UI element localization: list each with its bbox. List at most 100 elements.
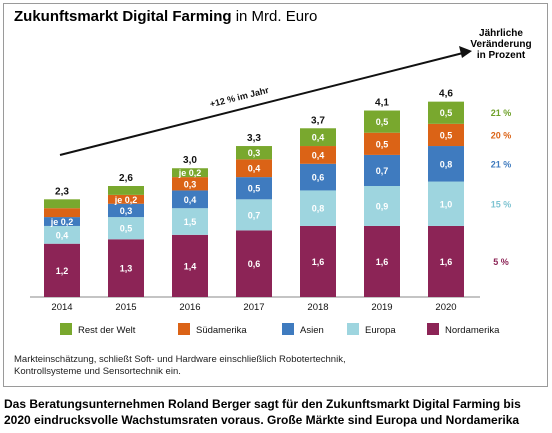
bar-value-label: 0,7 bbox=[248, 210, 261, 220]
x-tick-label: 2018 bbox=[307, 302, 328, 313]
bar-value-label: 1,3 bbox=[120, 264, 133, 274]
bar-value-label: je 0,2 bbox=[50, 217, 74, 227]
bar-segment-rest-der-welt-2019 bbox=[364, 110, 400, 133]
bar-segment-europa-2016 bbox=[172, 208, 208, 235]
bar-segment-asien-2014 bbox=[44, 217, 80, 226]
annual-change-value: 15 % bbox=[491, 199, 512, 209]
bar-segment-europa-2018 bbox=[300, 190, 336, 226]
annual-change-header-line-2: Veränderung bbox=[470, 39, 532, 50]
bar-value-label: 1,2 bbox=[56, 266, 69, 276]
bar-segment-rest-der-welt-2015 bbox=[108, 186, 144, 195]
bar-segment-rest-der-welt-2014 bbox=[44, 199, 80, 209]
bar-segment-asien-2016 bbox=[172, 190, 208, 209]
bar-value-label: 1,5 bbox=[184, 217, 197, 227]
x-tick-label: 2015 bbox=[115, 302, 136, 313]
legend-label: Nordamerika bbox=[445, 325, 500, 336]
bar-segment-nordamerika-2019 bbox=[364, 225, 400, 297]
annual-change-value: 21 % bbox=[491, 159, 512, 169]
bar-segment-europa-2014 bbox=[44, 225, 80, 244]
bar-segment-nordamerika-2016 bbox=[172, 234, 208, 297]
x-tick-label: 2016 bbox=[179, 302, 200, 313]
annual-change-header: Jährliche Veränderung in Prozent bbox=[456, 28, 546, 61]
bar-segment-europa-2020 bbox=[428, 181, 464, 226]
x-tick-label: 2019 bbox=[371, 302, 392, 313]
annual-change-header-line-3: in Prozent bbox=[476, 50, 526, 61]
bar-value-label: 0,7 bbox=[376, 166, 389, 176]
bar-value-label: 0,5 bbox=[248, 184, 261, 194]
bar-total-label: 3,7 bbox=[311, 115, 325, 126]
bar-value-label: 0,5 bbox=[376, 139, 389, 149]
bar-value-label: 0,9 bbox=[376, 201, 389, 211]
bar-value-label: 0,4 bbox=[56, 230, 69, 240]
bar-value-label: je 0,2 bbox=[178, 168, 202, 178]
trend-arrow-line bbox=[59, 52, 464, 156]
bar-total-label: 3,0 bbox=[183, 155, 197, 166]
bar-value-label: 0,5 bbox=[440, 108, 453, 118]
legend-swatch bbox=[60, 323, 72, 335]
bar-value-label: 0,4 bbox=[248, 164, 261, 174]
bar-segment-nordamerika-2020 bbox=[428, 225, 464, 297]
bar-value-label: 0,3 bbox=[184, 179, 197, 189]
bar-segment-europa-2019 bbox=[364, 186, 400, 226]
legend-swatch bbox=[282, 323, 294, 335]
bar-total-label: 2,6 bbox=[119, 173, 133, 184]
bar-segment-nordamerika-2018 bbox=[300, 225, 336, 297]
chart-title-unit: in Mrd. Euro bbox=[231, 8, 318, 25]
bar-segment-rest-der-welt-2020 bbox=[428, 101, 464, 124]
chart-frame bbox=[3, 3, 548, 387]
annual-change-value: 21 % bbox=[491, 108, 512, 118]
bar-segment-asien-2020 bbox=[428, 146, 464, 182]
legend-swatch bbox=[427, 323, 439, 335]
bar-segment-europa-2015 bbox=[108, 217, 144, 240]
trend-arrow-head bbox=[459, 46, 472, 58]
bar-value-label: 1,6 bbox=[312, 257, 325, 267]
x-tick-label: 2020 bbox=[435, 302, 456, 313]
annual-change-value: 5 % bbox=[493, 257, 509, 267]
bar-segment-nordamerika-2014 bbox=[44, 243, 80, 297]
bar-total-label: 4,1 bbox=[375, 98, 389, 109]
bar-value-label: 0,8 bbox=[312, 204, 325, 214]
bar-value-label: 0,8 bbox=[440, 159, 453, 169]
bar-total-label: 3,3 bbox=[247, 133, 261, 144]
bar-segment-asien-2018 bbox=[300, 163, 336, 191]
bar-total-label: 4,6 bbox=[439, 89, 453, 100]
bar-segment-rest-der-welt-2017 bbox=[236, 146, 272, 160]
legend-swatch bbox=[347, 323, 359, 335]
bar-value-label: 0,5 bbox=[120, 224, 133, 234]
trend-label: +12 % im Jahr bbox=[209, 85, 270, 109]
chart-note-line-1: Markteinschätzung, schließt Soft- und Ha… bbox=[14, 354, 346, 365]
bar-segment-s-damerika-2015 bbox=[108, 194, 144, 204]
bar-value-label: 0,4 bbox=[312, 133, 325, 143]
legend-label: Rest der Welt bbox=[78, 325, 136, 336]
chart-title-bold: Zukunftsmarkt Digital Farming bbox=[14, 8, 232, 25]
legend-label: Europa bbox=[365, 325, 396, 336]
bar-value-label: 0,6 bbox=[248, 259, 261, 269]
annual-change-value: 20 % bbox=[491, 130, 512, 140]
annual-change-header-line-1: Jährliche bbox=[479, 28, 523, 39]
bar-segment-europa-2017 bbox=[236, 199, 272, 231]
bar-value-label: 0,5 bbox=[440, 130, 453, 140]
figure-caption: Das Beratungsunternehmen Roland Berger s… bbox=[4, 397, 521, 427]
bar-total-label: 2,3 bbox=[55, 186, 69, 197]
bar-value-label: 0,5 bbox=[376, 117, 389, 127]
bar-segment-rest-der-welt-2016 bbox=[172, 168, 208, 178]
chart-notes: Markteinschätzung, schließt Soft- und Ha… bbox=[14, 354, 346, 378]
bar-segment-s-damerika-2018 bbox=[300, 146, 336, 164]
bar-segment-nordamerika-2015 bbox=[108, 239, 144, 297]
bar-value-label: 1,0 bbox=[440, 199, 453, 209]
bar-value-label: 1,4 bbox=[184, 261, 197, 271]
bar-value-label: 0,4 bbox=[184, 195, 197, 205]
bar-segment-s-damerika-2016 bbox=[172, 177, 208, 191]
x-tick-label: 2014 bbox=[51, 302, 72, 313]
bar-segment-s-damerika-2014 bbox=[44, 208, 80, 218]
legend-swatch bbox=[178, 323, 190, 335]
legend-label: Asien bbox=[300, 325, 324, 336]
bar-segment-asien-2015 bbox=[108, 203, 144, 218]
bar-segment-asien-2019 bbox=[364, 154, 400, 186]
bar-value-label: je 0,2 bbox=[114, 195, 138, 205]
bar-value-label: 0,3 bbox=[248, 148, 261, 158]
bar-segment-s-damerika-2017 bbox=[236, 159, 272, 178]
x-tick-label: 2017 bbox=[243, 302, 264, 313]
bar-segment-nordamerika-2017 bbox=[236, 230, 272, 297]
